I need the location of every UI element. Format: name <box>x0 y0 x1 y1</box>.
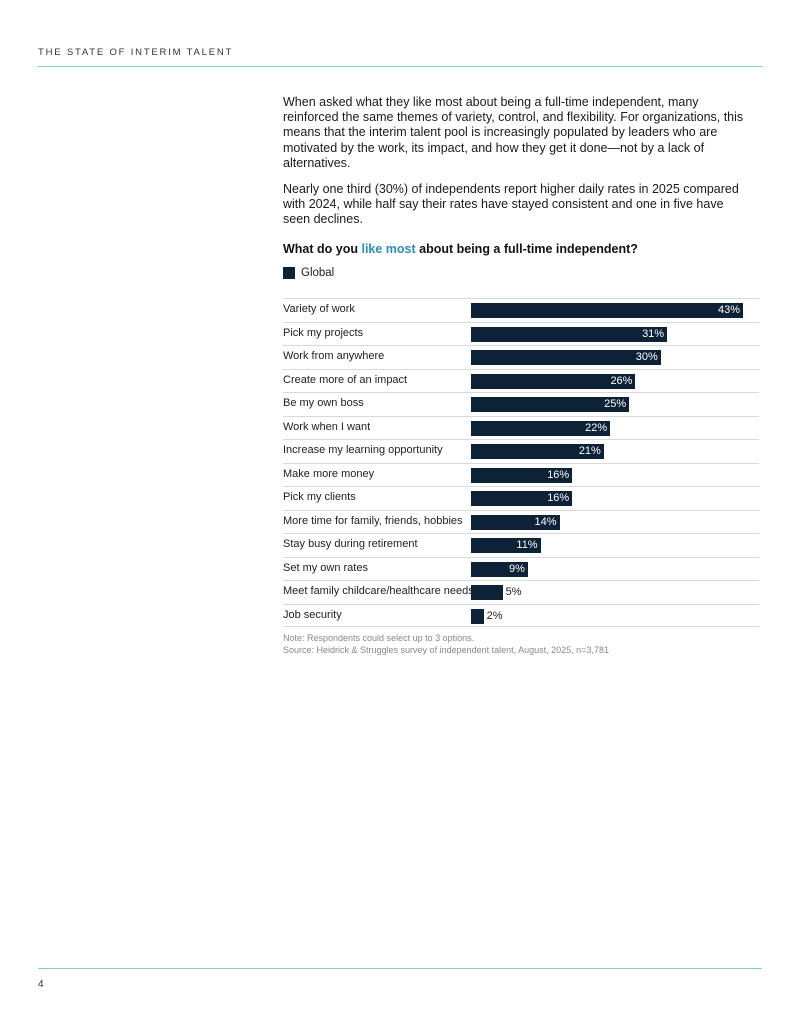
bar <box>471 350 661 365</box>
chart-legend: Global <box>283 267 334 279</box>
bar-value-label: 30% <box>635 351 658 363</box>
bar-value-label: 21% <box>578 445 601 457</box>
bar-category-label: Increase my learning opportunity <box>283 444 443 456</box>
bar-category-label: Pick my projects <box>283 326 364 339</box>
chart-row: Work from anywhere 30% <box>283 345 759 369</box>
chart-row: Pick my clients 16% <box>283 486 759 510</box>
bar-category-label: Create more of an impact <box>283 373 408 386</box>
bar <box>471 561 528 577</box>
bar-category-label: Meet family childcare/healthcare needs <box>283 585 474 597</box>
bar <box>471 538 541 553</box>
chart-row: Create more of an impact 26% <box>283 368 759 393</box>
running-head: THE STATE OF INTERIM TALENT <box>38 47 234 58</box>
chart-title-part-3: about being a full-time independent? <box>415 242 638 256</box>
chart-title-highlight: like most <box>361 242 416 256</box>
bar <box>471 491 573 506</box>
bar-value-label: 26% <box>610 374 633 387</box>
chart-row: Increase my learning opportunity 21% <box>283 439 759 463</box>
bar <box>471 420 611 436</box>
bar-value-label: 16% <box>547 492 570 504</box>
bar-category-label: Job security <box>283 608 342 621</box>
chart-row: Be my own boss 25% <box>283 392 759 416</box>
chart-row: Meet family childcare/healthcare needs 5% <box>283 580 759 604</box>
body-paragraph-2: Nearly one third (30%) of independents r… <box>283 182 739 227</box>
chart-row: Set my own rates 9% <box>283 556 759 581</box>
bar-category-label: Variety of work <box>283 303 355 315</box>
bar-category-label: Be my own boss <box>283 397 364 409</box>
bar-value-label: 22% <box>585 421 608 434</box>
bar-value-label: 16% <box>547 468 570 481</box>
bar-category-label: Stay busy during retirement <box>283 538 418 550</box>
body-paragraph-1: When asked what they like most about bei… <box>283 95 744 170</box>
bar-category-label: Set my own rates <box>283 561 368 574</box>
bar <box>471 326 668 342</box>
chart-row: Job security 2% <box>283 603 759 627</box>
bar-category-label: Work from anywhere <box>283 350 385 362</box>
bar-value-label: 11% <box>516 539 538 551</box>
bar <box>471 514 560 530</box>
bar-value-label: 31% <box>642 327 665 340</box>
bar-category-label: Pick my clients <box>283 491 356 503</box>
chart-row: Work when I want 22% <box>283 415 759 440</box>
bar <box>471 608 484 624</box>
chart-title: What do you like most about being a full… <box>283 242 638 256</box>
bar <box>471 373 636 389</box>
bar-value-label: 9% <box>509 562 525 575</box>
legend-label: Global <box>301 267 335 279</box>
bar-value-label: 43% <box>717 304 740 316</box>
chart-source: Source: Heidrick & Struggles survey of i… <box>283 644 609 655</box>
bar <box>471 303 743 318</box>
chart-row: Variety of work 43% <box>283 298 759 322</box>
bar <box>471 585 503 600</box>
chart-note: Note: Respondents could select up to 3 o… <box>283 633 475 643</box>
chart-row: Make more money 16% <box>283 462 759 487</box>
chart-row: Stay busy during retirement 11% <box>283 533 759 557</box>
bar-value-label: 2% <box>486 609 503 622</box>
bar <box>471 444 604 459</box>
bar-value-label: 14% <box>534 515 557 528</box>
header-rule <box>38 66 762 67</box>
chart-row: More time for family, friends, hobbies 14… <box>283 509 759 534</box>
bar-category-label: Work when I want <box>283 420 371 433</box>
page-number: 4 <box>38 979 44 990</box>
chart-notes: Note: Respondents could select up to 3 o… <box>283 633 609 656</box>
chart-title-part-1: What do you <box>283 242 362 256</box>
bar-chart: Variety of work 43% Pick my projects 31% Wor… <box>283 298 759 627</box>
footer-rule <box>38 968 762 969</box>
bar <box>471 397 630 412</box>
bar-value-label: 5% <box>505 586 522 598</box>
bar-value-label: 25% <box>604 398 627 410</box>
chart-row: Pick my projects 31% <box>283 321 759 346</box>
legend-swatch <box>283 267 295 279</box>
bar-category-label: Make more money <box>283 467 375 480</box>
bar-category-label: More time for family, friends, hobbies <box>283 514 463 527</box>
bar <box>471 467 573 483</box>
